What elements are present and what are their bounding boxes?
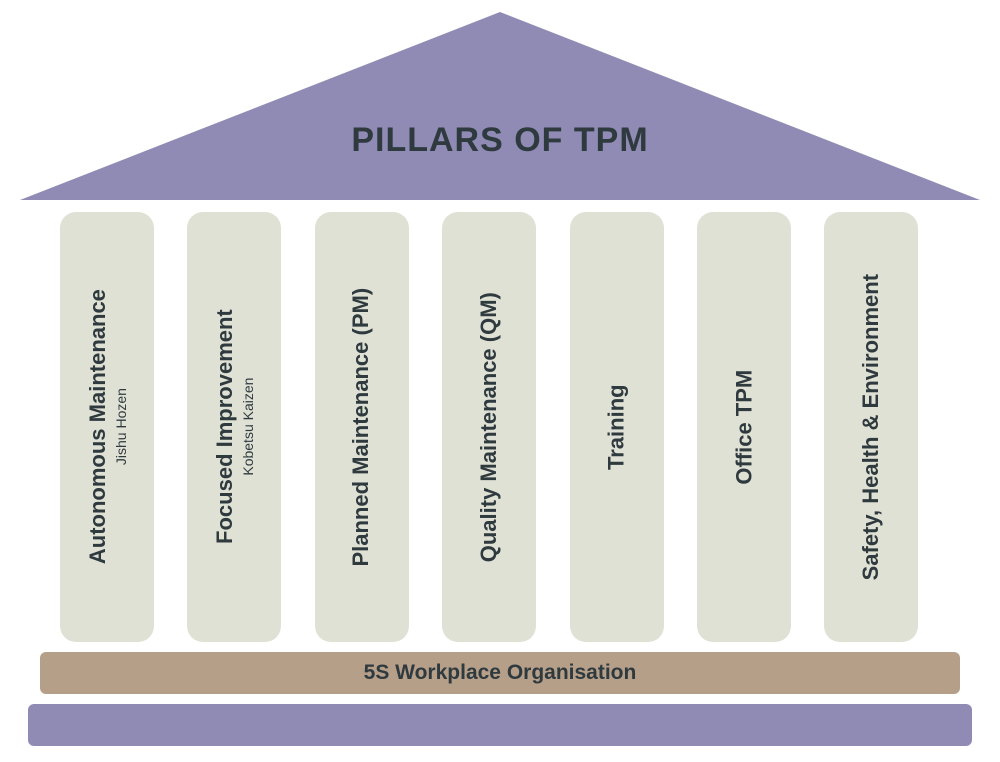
foundation-bar: 5S Workplace Organisation (40, 652, 960, 694)
pillar-label: Training (603, 384, 628, 470)
pillar-inner: Training (603, 384, 629, 470)
pillar-label: Autonomous Maintenance (84, 289, 109, 564)
pillar-7: Safety, Health & Environment (824, 212, 918, 642)
pillar-inner: Quality Maintenance (QM) (476, 292, 502, 562)
pillar-inner: Office TPM (731, 370, 757, 485)
roof-title-text: PILLARS OF TPM (351, 121, 648, 159)
pillar-sublabel: Kobetsu Kaizen (240, 310, 257, 545)
pillar-label: Safety, Health & Environment (858, 274, 883, 580)
pillar-1: Autonomous MaintenanceJishu Hozen (60, 212, 154, 642)
pillar-inner: Focused ImprovementKobetsu Kaizen (212, 310, 257, 545)
pillar-inner: Safety, Health & Environment (858, 274, 884, 580)
pillar-label: Focused Improvement (212, 310, 237, 545)
tpm-pillars-diagram: PILLARS OF TPM Autonomous MaintenanceJis… (0, 0, 1000, 762)
pillar-label: Planned Maintenance (PM) (349, 288, 374, 567)
roof-title: PILLARS OF TPM (0, 121, 1000, 160)
pillar-inner: Planned Maintenance (PM) (349, 288, 375, 567)
pillar-4: Quality Maintenance (QM) (442, 212, 536, 642)
roof-triangle (20, 12, 980, 200)
pillar-5: Training (570, 212, 664, 642)
pillar-6: Office TPM (697, 212, 791, 642)
pillar-label: Office TPM (731, 370, 756, 485)
base-bar (28, 704, 972, 746)
pillar-3: Planned Maintenance (PM) (315, 212, 409, 642)
pillar-inner: Autonomous MaintenanceJishu Hozen (84, 289, 129, 564)
pillar-label: Quality Maintenance (QM) (476, 292, 501, 562)
foundation-label: 5S Workplace Organisation (364, 661, 637, 685)
pillar-sublabel: Jishu Hozen (113, 289, 130, 564)
pillar-2: Focused ImprovementKobetsu Kaizen (187, 212, 281, 642)
